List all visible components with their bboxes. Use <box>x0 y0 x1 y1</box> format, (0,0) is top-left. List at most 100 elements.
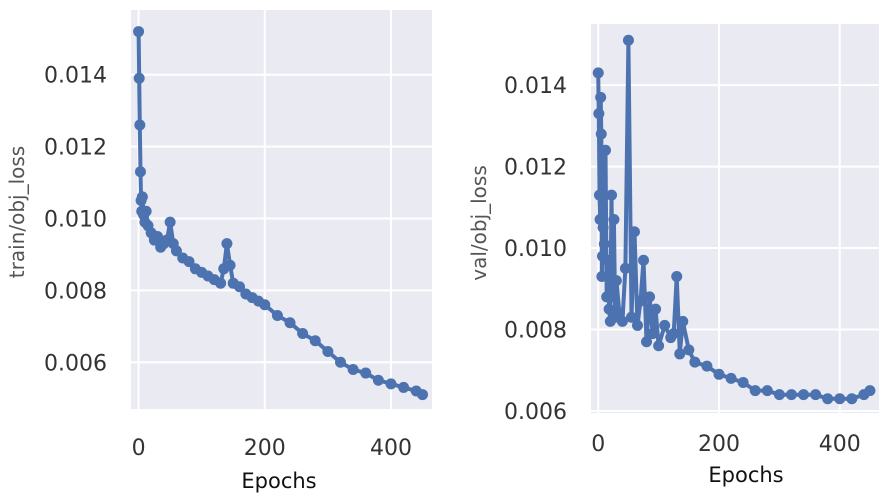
train-data-point <box>215 277 227 289</box>
val-x-axis-title: Epochs <box>708 463 783 487</box>
train-y-tick-label: 0.010 <box>44 207 107 232</box>
val-plot-area <box>591 24 879 413</box>
val-data-point <box>725 372 737 384</box>
val-data-point <box>668 328 680 340</box>
val-data-point <box>593 108 605 120</box>
train-data-point <box>297 328 309 340</box>
val-data-point <box>598 238 610 250</box>
val-data-point <box>659 319 671 331</box>
train-data-point <box>221 238 233 250</box>
val-data-point <box>737 376 749 388</box>
val-data-point <box>603 303 615 315</box>
val-x-tick-label: 400 <box>819 432 861 457</box>
val-x-tick-labels: 0 200 400 <box>591 432 861 457</box>
train-y-tick-labels: 0.006 0.008 0.010 0.012 0.014 <box>44 64 107 377</box>
val-data-point <box>635 295 647 307</box>
train-data-point <box>224 259 236 271</box>
train-data-point <box>309 335 321 347</box>
val-data-point <box>596 271 608 283</box>
val-data-point <box>674 348 686 360</box>
train-data-point <box>136 191 148 203</box>
train-data-point <box>133 72 145 84</box>
train-data-point <box>398 381 410 393</box>
val-data-point <box>625 311 637 323</box>
val-y-tick-label: 0.006 <box>504 400 567 425</box>
val-data-point <box>638 254 650 266</box>
train-obj-loss-chart: 0.006 0.008 0.010 0.012 0.014 0 200 400 train/… <box>5 10 432 493</box>
val-data-point <box>616 315 628 327</box>
val-x-tick-label: 200 <box>698 432 740 457</box>
train-data-point <box>271 310 283 322</box>
val-y-tick-label: 0.012 <box>504 156 567 181</box>
train-data-point <box>234 281 246 293</box>
val-data-point <box>644 291 656 303</box>
val-y-tick-label: 0.010 <box>504 237 567 262</box>
val-data-point <box>593 189 605 201</box>
val-x-tick-label: 0 <box>591 432 605 457</box>
train-y-tick-label: 0.008 <box>44 279 107 304</box>
train-data-point <box>170 245 182 257</box>
val-data-point <box>834 393 846 405</box>
train-y-tick-label: 0.006 <box>44 351 107 376</box>
val-data-point <box>599 144 611 156</box>
val-y-axis-title: val/obj_loss <box>467 165 491 281</box>
train-data-point <box>385 378 397 390</box>
train-data-point <box>133 26 145 38</box>
val-data-point <box>671 271 683 283</box>
train-x-tick-labels: 0 200 400 <box>132 436 412 461</box>
train-data-point <box>134 166 146 178</box>
val-data-point <box>846 393 858 405</box>
val-data-point <box>631 319 643 331</box>
val-data-point <box>602 254 614 266</box>
val-data-point <box>689 356 701 368</box>
train-x-tick-label: 400 <box>370 436 412 461</box>
val-data-point <box>592 67 604 79</box>
val-data-point <box>822 393 834 405</box>
val-data-point <box>595 91 607 103</box>
val-data-point <box>628 226 640 238</box>
train-y-tick-label: 0.014 <box>44 64 107 89</box>
val-data-point <box>622 34 634 46</box>
val-y-tick-label: 0.014 <box>504 74 567 99</box>
val-obj-loss-chart: 0.006 0.008 0.010 0.012 0.014 0 200 400 val/ob… <box>467 24 879 487</box>
val-data-point <box>607 291 619 303</box>
val-y-tick-label: 0.008 <box>504 318 567 343</box>
train-data-point <box>259 299 271 311</box>
val-y-tick-labels: 0.006 0.008 0.010 0.012 0.014 <box>504 74 567 425</box>
train-data-point <box>360 367 372 379</box>
val-data-point <box>785 389 797 401</box>
train-x-axis-title: Epochs <box>241 469 316 493</box>
train-y-tick-label: 0.012 <box>44 136 107 161</box>
val-data-point <box>713 368 725 380</box>
val-data-point <box>677 315 689 327</box>
train-data-point <box>152 230 164 242</box>
train-data-point <box>372 374 384 386</box>
val-data-point <box>798 389 810 401</box>
train-y-axis-title: train/obj_loss <box>5 146 29 278</box>
train-plot-area <box>131 10 432 409</box>
train-grid <box>131 10 432 409</box>
val-data-point <box>810 389 822 401</box>
train-data-point <box>140 205 152 217</box>
val-data-point <box>610 275 622 287</box>
val-data-point <box>608 214 620 226</box>
val-data-point <box>595 128 607 140</box>
train-data-point <box>284 317 296 329</box>
val-data-point <box>597 222 609 234</box>
val-data-point <box>606 189 618 201</box>
train-data-point <box>417 389 429 401</box>
val-data-point <box>650 303 662 315</box>
train-markers <box>133 26 429 401</box>
val-data-point <box>619 262 631 274</box>
train-data-point <box>335 356 347 368</box>
train-data-point <box>183 256 195 268</box>
train-x-tick-label: 0 <box>132 436 146 461</box>
train-data-point <box>134 119 146 131</box>
train-x-tick-label: 200 <box>244 436 286 461</box>
train-data-point <box>164 216 176 228</box>
val-data-point <box>653 340 665 352</box>
val-data-point <box>641 336 653 348</box>
val-markers <box>592 34 876 405</box>
val-data-point <box>761 385 773 397</box>
